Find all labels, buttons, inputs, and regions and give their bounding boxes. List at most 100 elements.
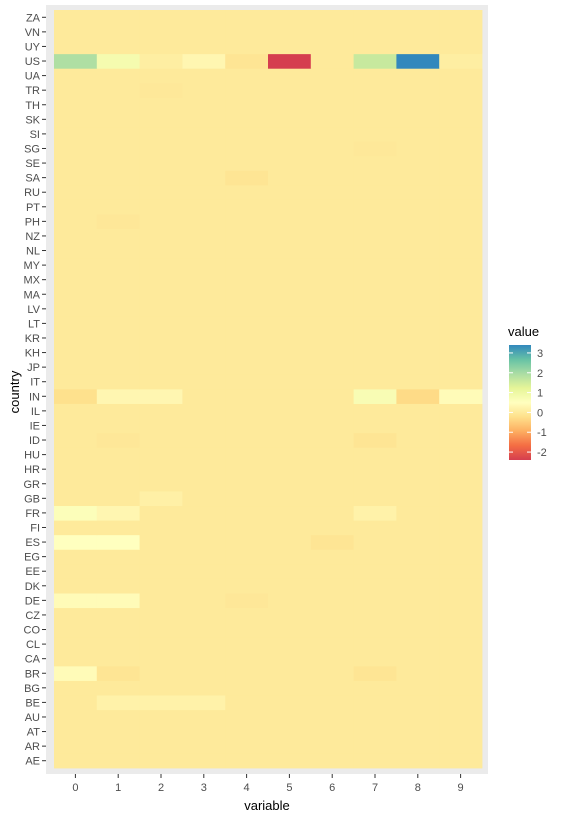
heatmap-cell-LT-9 <box>439 316 483 332</box>
heatmap-cell-CA-9 <box>439 651 483 667</box>
y-tick-label: BG <box>24 683 40 695</box>
heatmap-cell-ZA-9 <box>439 10 483 25</box>
heatmap-cell-CA-2 <box>139 651 183 667</box>
heatmap-cell-IE-0 <box>54 418 98 434</box>
heatmap-cell-GB-8 <box>396 491 440 507</box>
y-tick-label: KH <box>25 348 40 360</box>
heatmap-cell-HU-1 <box>96 447 140 463</box>
heatmap-cell-KR-6 <box>310 330 354 346</box>
heatmap-cell-DE-4 <box>225 593 269 609</box>
heatmap-cell-IL-4 <box>225 403 269 419</box>
heatmap-cell-LT-4 <box>225 316 269 332</box>
heatmap-cell-BR-7 <box>353 665 397 681</box>
heatmap-cell-SI-9 <box>439 126 483 142</box>
y-tick-label: DE <box>25 595 40 607</box>
heatmap-cell-CZ-2 <box>139 607 183 623</box>
heatmap-cell-FI-5 <box>268 520 312 536</box>
heatmap-cell-HU-2 <box>139 447 183 463</box>
heatmap-cell-IN-6 <box>310 389 354 404</box>
heatmap-cell-FI-1 <box>96 520 140 536</box>
x-tick-label: 3 <box>201 782 207 794</box>
y-tick-label: NL <box>26 246 40 258</box>
heatmap-cell-SE-2 <box>139 155 183 171</box>
y-tick-label: PT <box>26 202 40 214</box>
heatmap-cell-TH-9 <box>439 97 483 113</box>
heatmap-cell-AR-6 <box>310 738 354 754</box>
heatmap-cell-PH-6 <box>310 214 354 230</box>
heatmap-cell-ZA-2 <box>139 10 183 25</box>
legend-title: value <box>508 324 539 339</box>
y-tick-label: FI <box>30 522 40 534</box>
heatmap-cell-EE-3 <box>182 563 226 579</box>
heatmap-cell-BR-5 <box>268 665 312 681</box>
heatmap-cell-CO-2 <box>139 622 183 638</box>
heatmap-cell-EG-0 <box>54 549 98 565</box>
heatmap-cell-FI-4 <box>225 520 269 536</box>
heatmap-cell-KH-3 <box>182 345 226 361</box>
legend-label: 1 <box>537 388 543 400</box>
x-axis: 0 1 2 3 4 5 6 7 8 9 <box>72 774 464 794</box>
heatmap-cell-NZ-2 <box>139 228 183 244</box>
heatmap-cell-SA-6 <box>310 170 354 186</box>
heatmap-cell-AT-8 <box>396 724 440 740</box>
heatmap-cell-AT-6 <box>310 724 354 740</box>
heatmap-cell-IN-1 <box>96 389 140 404</box>
heatmap-cell-SA-1 <box>96 170 140 186</box>
heatmap-cell-ES-0 <box>54 534 98 550</box>
heatmap-cell-AT-5 <box>268 724 312 740</box>
heatmap-cell-US-8 <box>396 53 440 69</box>
heatmap-cell-KR-2 <box>139 330 183 346</box>
heatmap-cell-JP-2 <box>139 359 183 375</box>
heatmap-cell-KR-9 <box>439 330 483 346</box>
heatmap-cell-IT-7 <box>353 374 397 390</box>
heatmap-cell-AR-9 <box>439 738 483 754</box>
heatmap-cell-HR-4 <box>225 461 269 477</box>
y-tick-label: RU <box>24 187 40 199</box>
legend-label: 3 <box>537 348 543 360</box>
heatmap-cell-TR-5 <box>268 82 312 98</box>
heatmap-cell-FR-2 <box>139 505 183 521</box>
heatmap-cell-IN-5 <box>268 389 312 404</box>
heatmap-cell-JP-4 <box>225 359 269 375</box>
heatmap-cell-CA-7 <box>353 651 397 667</box>
heatmap-cell-AR-1 <box>96 738 140 754</box>
heatmap-cell-CO-4 <box>225 622 269 638</box>
heatmap-cell-CO-1 <box>96 622 140 638</box>
heatmap-cell-TH-1 <box>96 97 140 113</box>
heatmap-cell-IE-5 <box>268 418 312 434</box>
heatmap-cell-EE-2 <box>139 563 183 579</box>
heatmap-cell-GB-1 <box>96 491 140 507</box>
heatmap-cell-US-3 <box>182 53 226 69</box>
heatmap-cell-UA-6 <box>310 68 354 84</box>
heatmap-cell-SA-0 <box>54 170 98 186</box>
heatmap-cell-TR-1 <box>96 82 140 98</box>
heatmap-cell-FR-9 <box>439 505 483 521</box>
heatmap-cell-BG-5 <box>268 680 312 696</box>
heatmap-cell-UY-1 <box>96 39 140 55</box>
heatmap-cell-FR-6 <box>310 505 354 521</box>
heatmap-cell-ID-8 <box>396 432 440 448</box>
y-tick-label: FR <box>25 508 40 520</box>
heatmap-cell-IT-8 <box>396 374 440 390</box>
heatmap-cell-DE-8 <box>396 593 440 609</box>
heatmap-cell-NL-7 <box>353 243 397 259</box>
heatmap-cell-SI-7 <box>353 126 397 142</box>
heatmap-cell-IE-6 <box>310 418 354 434</box>
heatmap-cell-HU-7 <box>353 447 397 463</box>
heatmap-cell-EE-9 <box>439 563 483 579</box>
y-tick-label: MA <box>24 289 41 301</box>
heatmap-cell-PT-0 <box>54 199 98 215</box>
heatmap-cell-BG-6 <box>310 680 354 696</box>
heatmap-cell-CA-3 <box>182 651 226 667</box>
heatmap-cell-HU-0 <box>54 447 98 463</box>
heatmap-cell-MY-4 <box>225 257 269 273</box>
heatmap-cell-CO-8 <box>396 622 440 638</box>
heatmap-cell-CO-3 <box>182 622 226 638</box>
heatmap-cell-EG-9 <box>439 549 483 565</box>
heatmap-cell-SI-4 <box>225 126 269 142</box>
heatmap-cell-ID-6 <box>310 432 354 448</box>
y-tick-label: MY <box>24 260 41 272</box>
heatmap-cell-MX-9 <box>439 272 483 288</box>
heatmap-cell-CA-0 <box>54 651 98 667</box>
heatmap-cell-GB-3 <box>182 491 226 507</box>
